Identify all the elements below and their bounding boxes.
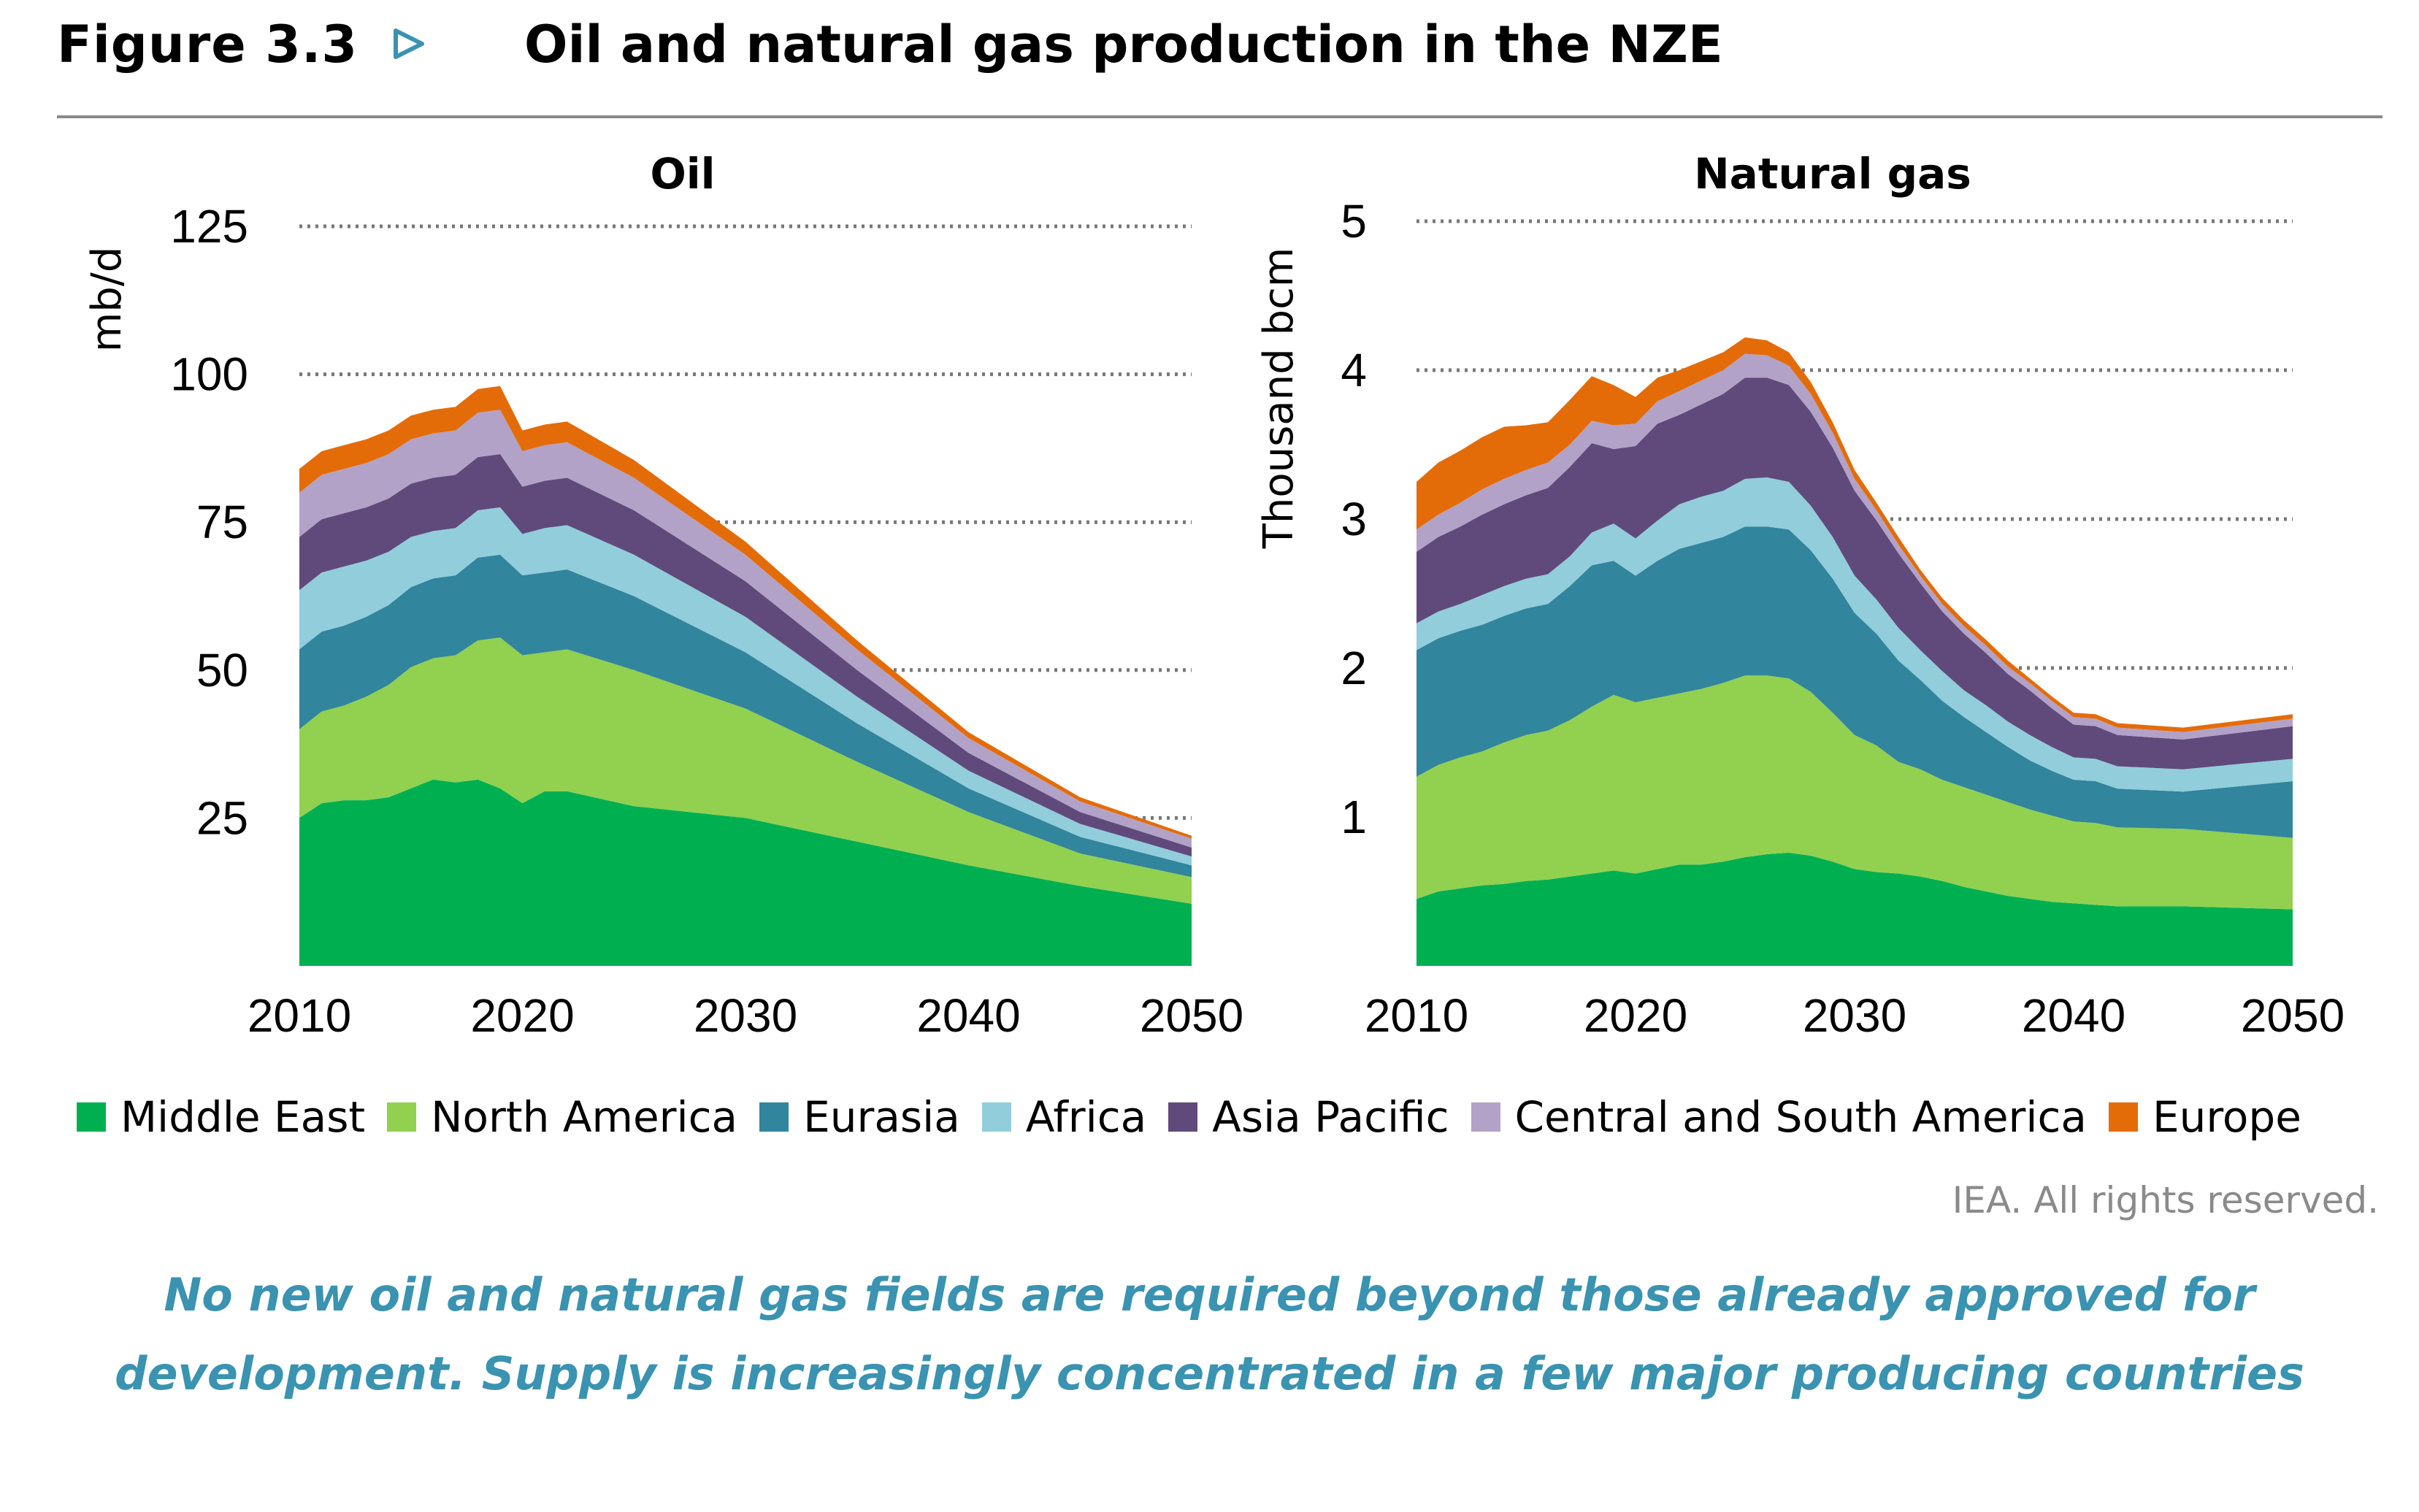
panel-title: Natural gas: [1694, 149, 1971, 199]
area-series-north-america: [1416, 675, 2293, 910]
figure-caption: No new oil and natural gas fields are re…: [0, 1256, 2419, 1413]
legend-item: North America: [387, 1092, 737, 1142]
x-tick-label: 2030: [694, 989, 797, 1042]
x-tick-label: 2020: [470, 989, 574, 1042]
legend-swatch: [1471, 1102, 1500, 1132]
figure-label: Figure 3.3: [57, 15, 359, 74]
y-tick-label: 2: [1341, 642, 1367, 694]
legend: Middle East North America Eurasia Africa Asi…: [77, 1084, 2413, 1150]
legend-label: Eurasia: [803, 1092, 960, 1142]
legend-swatch: [1168, 1102, 1198, 1132]
panel-title: Oil: [650, 149, 715, 199]
caption-line-1: No new oil and natural gas fields are re…: [164, 1268, 2255, 1321]
area-series-africa: [1416, 477, 2293, 792]
area-series-middle-east: [299, 779, 1192, 966]
legend-label: North America: [431, 1092, 738, 1142]
caption-line-2: development. Supply is increasingly conc…: [115, 1347, 2304, 1400]
x-tick-label: 2050: [1140, 989, 1243, 1042]
y-tick-label: 25: [196, 791, 248, 844]
legend-label: Europe: [2152, 1092, 2301, 1142]
x-tick-label: 2010: [1365, 989, 1468, 1042]
legend-label: Middle East: [120, 1092, 366, 1142]
legend-swatch: [2108, 1102, 2138, 1132]
x-tick-label: 2040: [916, 989, 1020, 1042]
y-tick-label: 3: [1341, 493, 1367, 545]
x-tick-label: 2030: [1803, 989, 1906, 1042]
area-series-middle-east: [1416, 853, 2293, 966]
x-tick-label: 2010: [248, 989, 351, 1042]
area-series-asia-pacific: [1416, 377, 2293, 770]
legend-swatch: [759, 1102, 789, 1132]
legend-item: Europe: [2108, 1092, 2301, 1142]
area-series-asia-pacific: [299, 454, 1192, 857]
legend-item: Africa: [981, 1092, 1147, 1142]
legend-item: Middle East: [77, 1092, 365, 1142]
header-divider: [57, 115, 2382, 118]
y-axis-label: Thousand bcm: [1255, 247, 1303, 550]
triangle-arrow-icon: [394, 28, 424, 59]
y-tick-label: 75: [196, 496, 248, 548]
area-series-eurasia: [1416, 526, 2293, 838]
y-tick-label: 4: [1341, 344, 1367, 396]
legend-swatch: [77, 1102, 106, 1132]
area-series-europe: [299, 385, 1192, 839]
legend-label: Africa: [1025, 1092, 1147, 1142]
legend-label: Asia Pacific: [1212, 1092, 1449, 1142]
legend-item: Central and South America: [1471, 1092, 2087, 1142]
gas-chart: 1 2 3 4 5 2010 2020 2030 2040 2050 Natural gas Thou…: [1255, 149, 2345, 1042]
legend-swatch: [387, 1102, 417, 1132]
legend-label: Central and South America: [1514, 1092, 2087, 1142]
x-tick-label: 2020: [1584, 989, 1687, 1042]
figure-header: Figure 3.3 Oil and natural gas productio…: [57, 6, 2379, 93]
x-tick-label: 2040: [2022, 989, 2125, 1042]
y-tick-label: 50: [196, 644, 248, 696]
legend-item: Eurasia: [759, 1092, 960, 1142]
y-axis-label: mb/d: [83, 247, 131, 353]
y-tick-label: 1: [1341, 791, 1367, 843]
figure-title: Oil and natural gas production in the NZ…: [524, 15, 1723, 74]
legend-item: Asia Pacific: [1168, 1092, 1449, 1142]
area-series-eurasia: [299, 554, 1192, 878]
y-tick-label: 100: [170, 348, 248, 401]
y-tick-label: 5: [1341, 195, 1367, 247]
rights-notice: IEA. All rights reserved.: [1952, 1179, 2379, 1221]
y-tick-label: 125: [170, 200, 248, 253]
area-series-africa: [299, 507, 1192, 866]
oil-chart: 25 50 75 100 125 2010 2020 2030 2040 2050 Oil mb/d: [83, 149, 1243, 1042]
area-series-north-america: [299, 637, 1192, 904]
x-tick-label: 2050: [2241, 989, 2345, 1042]
legend-swatch: [981, 1102, 1011, 1132]
